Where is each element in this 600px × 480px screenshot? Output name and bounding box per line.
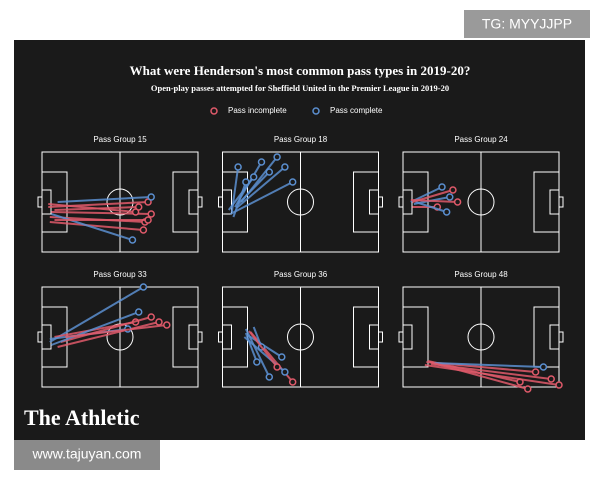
subtitle: Open-play passes attempted for Sheffield… <box>151 83 449 93</box>
pass-end <box>147 193 155 201</box>
pass-end <box>288 178 297 186</box>
pass-line <box>57 321 160 348</box>
goal <box>398 196 404 208</box>
pass-end <box>278 353 286 361</box>
title: What were Henderson's most common pass t… <box>130 63 471 78</box>
pass-line <box>424 364 560 386</box>
pass-end <box>253 358 261 366</box>
pass-line <box>48 203 136 213</box>
goal <box>558 196 564 208</box>
pass-end <box>438 183 446 191</box>
goal <box>218 196 223 208</box>
pass-end <box>265 373 274 381</box>
pass-line <box>412 189 454 203</box>
tag: TG: MYYJJPP <box>482 16 572 32</box>
pass-line <box>429 361 529 390</box>
pass-line <box>232 181 247 218</box>
pass-end <box>139 283 148 291</box>
pass-end <box>257 158 266 166</box>
goal <box>398 331 404 343</box>
pass-line <box>51 311 140 346</box>
pass-end <box>273 153 281 161</box>
panels: Pass Group 15 Pass Group 18 Pass Group 24 P… <box>37 135 564 393</box>
pass-end <box>147 313 155 321</box>
pass-line <box>65 324 167 338</box>
panel-title: Pass Group 33 <box>93 270 147 279</box>
center-circle <box>287 188 314 216</box>
pass-end <box>547 375 555 383</box>
goal <box>37 196 43 208</box>
pass-line <box>415 201 447 213</box>
goal <box>558 331 564 343</box>
panel-title: Pass Group 48 <box>454 270 508 279</box>
watermark: www.tajuyan.com <box>32 446 142 462</box>
pass-end <box>273 363 281 371</box>
pass-line <box>240 156 278 203</box>
pass-end <box>288 378 297 386</box>
center-circle <box>467 188 495 216</box>
goal <box>37 331 43 343</box>
goal <box>378 196 383 208</box>
pass-end <box>446 193 454 201</box>
goal <box>197 331 203 343</box>
brand: The Athletic <box>24 405 140 430</box>
pass-end <box>242 178 250 186</box>
goal <box>378 331 383 343</box>
pass-end <box>144 216 152 224</box>
pass-end <box>134 308 143 316</box>
tag-box <box>464 10 590 38</box>
pass-end <box>139 226 148 234</box>
pass-end <box>234 163 242 171</box>
panel-title: Pass Group 36 <box>274 270 328 279</box>
legend-marker <box>210 107 218 115</box>
pass-end <box>453 198 462 206</box>
pass-end <box>442 208 451 216</box>
goal <box>197 196 203 208</box>
pass-end <box>131 208 140 216</box>
center-circle <box>467 323 495 351</box>
pass-end <box>531 368 540 376</box>
pass-end <box>555 381 563 389</box>
pass-line <box>229 181 294 215</box>
pass-end <box>147 210 155 218</box>
center-circle <box>287 323 314 351</box>
legend-label: Pass incomplete <box>228 106 287 115</box>
pass-line <box>235 166 286 209</box>
pass-end <box>163 321 171 329</box>
pass-line <box>49 286 144 343</box>
pass-line <box>434 362 544 368</box>
pass-end <box>539 363 548 371</box>
pass-end <box>281 163 289 171</box>
watermark-box <box>14 440 160 470</box>
panel-bg <box>14 40 585 440</box>
legend-label: Pass complete <box>330 106 383 115</box>
pass-end <box>524 385 532 393</box>
pass-line <box>51 213 133 241</box>
pass-end <box>249 173 258 181</box>
pass-end <box>155 318 163 326</box>
pass-line <box>60 316 152 343</box>
pass-line <box>49 221 144 231</box>
panel-title: Pass Group 18 <box>274 135 328 144</box>
pass-line <box>248 330 278 368</box>
pass-line <box>57 196 152 203</box>
panel-title: Pass Group 15 <box>93 135 147 144</box>
pass-line <box>244 332 258 363</box>
pass-end <box>449 186 457 194</box>
panel-title: Pass Group 24 <box>454 135 508 144</box>
goal <box>218 331 223 343</box>
legend-marker <box>312 107 320 115</box>
pass-end <box>128 236 137 244</box>
pass-end <box>281 368 289 376</box>
